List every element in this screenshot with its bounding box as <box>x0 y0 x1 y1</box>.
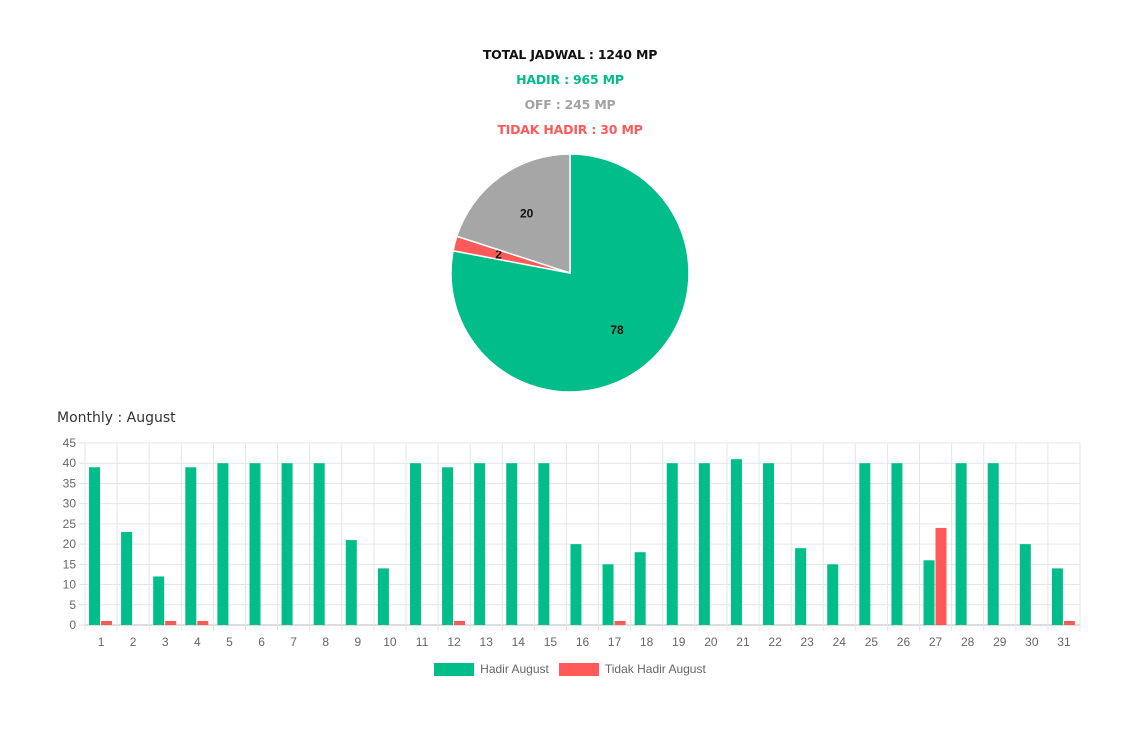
pie-label-78: 78 <box>610 323 624 337</box>
x-tick-label: 17 <box>608 635 622 649</box>
x-tick-label: 2 <box>130 635 137 649</box>
x-tick-label: 6 <box>258 635 265 649</box>
y-tick-label: 20 <box>63 537 77 551</box>
bar-hadir[interactable] <box>377 568 389 625</box>
bar-hadir[interactable] <box>538 463 550 625</box>
x-tick-label: 16 <box>576 635 590 649</box>
y-tick-label: 30 <box>63 497 77 511</box>
bar-hadir[interactable] <box>249 463 261 625</box>
bar-tidak-hadir[interactable] <box>614 620 626 625</box>
pie-label-20: 20 <box>520 206 534 220</box>
x-tick-label: 15 <box>544 635 558 649</box>
y-tick-label: 40 <box>63 456 77 470</box>
x-tick-label: 30 <box>1025 635 1039 649</box>
bar-hadir[interactable] <box>1051 568 1063 625</box>
monthly-title: Monthly : August <box>57 410 176 426</box>
x-tick-label: 1 <box>98 635 105 649</box>
bar-hadir[interactable] <box>666 463 678 625</box>
bar-hadir[interactable] <box>185 467 197 625</box>
bar-hadir[interactable] <box>313 463 325 625</box>
bar-hadir[interactable] <box>474 463 486 625</box>
x-tick-label: 9 <box>354 635 361 649</box>
legend-swatch-tidak-hadir <box>558 662 599 676</box>
x-tick-label: 12 <box>447 635 461 649</box>
x-tick-label: 18 <box>640 635 654 649</box>
bar-hadir[interactable] <box>763 463 775 625</box>
bar-hadir[interactable] <box>859 463 871 625</box>
x-tick-label: 8 <box>322 635 329 649</box>
legend-label-tidak-hadir: Tidak Hadir August <box>604 662 706 676</box>
x-tick-label: 29 <box>993 635 1007 649</box>
y-tick-label: 5 <box>69 598 76 612</box>
bar-tidak-hadir[interactable] <box>454 620 466 625</box>
bar-hadir[interactable] <box>570 544 582 625</box>
x-tick-label: 11 <box>416 635 429 649</box>
bar-hadir[interactable] <box>634 552 646 625</box>
pie-label-2: 2 <box>495 248 502 262</box>
bar-hadir[interactable] <box>955 463 967 625</box>
legend-item-tidak-hadir[interactable]: Tidak Hadir August <box>558 662 706 676</box>
bar-hadir[interactable] <box>121 531 133 625</box>
legend-item-hadir[interactable]: Hadir August <box>434 662 549 676</box>
bar-hadir[interactable] <box>153 576 165 625</box>
bar-hadir[interactable] <box>89 467 100 625</box>
bar-tidak-hadir[interactable] <box>935 527 947 625</box>
bar-hadir[interactable] <box>602 564 614 625</box>
bar-hadir[interactable] <box>281 463 293 625</box>
y-tick-label: 35 <box>63 476 77 490</box>
bar-hadir[interactable] <box>345 540 357 625</box>
bar-hadir[interactable] <box>442 467 454 625</box>
bar-tidak-hadir[interactable] <box>197 620 209 625</box>
tidak-hadir-label: TIDAK HADIR : 30 MP <box>497 122 643 137</box>
y-tick-label: 45 <box>63 436 77 450</box>
x-tick-label: 23 <box>800 635 814 649</box>
bar-hadir[interactable] <box>795 548 807 625</box>
off-label: OFF : 245 MP <box>524 97 616 112</box>
x-tick-label: 27 <box>929 635 943 649</box>
bar-tidak-hadir[interactable] <box>1063 620 1075 625</box>
bar-hadir[interactable] <box>409 463 421 625</box>
bar-hadir[interactable] <box>891 463 903 625</box>
total-jadwal-label: TOTAL JADWAL : 1240 MP <box>482 47 658 62</box>
x-tick-label: 20 <box>704 635 718 649</box>
bar-hadir[interactable] <box>698 463 710 625</box>
x-tick-label: 24 <box>833 635 847 649</box>
bar-hadir[interactable] <box>827 564 839 625</box>
bar-hadir[interactable] <box>506 463 518 625</box>
legend-label-hadir: Hadir August <box>480 662 549 676</box>
bar-legend: Hadir August Tidak Hadir August <box>0 662 1140 676</box>
x-tick-label: 13 <box>480 635 494 649</box>
bar-hadir[interactable] <box>730 459 742 625</box>
x-tick-label: 31 <box>1057 635 1071 649</box>
x-tick-label: 10 <box>383 635 397 649</box>
bar-hadir[interactable] <box>1019 544 1031 625</box>
y-tick-label: 25 <box>63 517 77 531</box>
x-tick-label: 19 <box>672 635 686 649</box>
y-tick-label: 0 <box>69 618 76 632</box>
x-tick-label: 22 <box>768 635 782 649</box>
bar-hadir[interactable] <box>217 463 229 625</box>
x-tick-label: 5 <box>226 635 233 649</box>
x-tick-label: 4 <box>194 635 201 649</box>
pie-slice-20[interactable] <box>455 153 571 275</box>
bar-tidak-hadir[interactable] <box>165 620 177 625</box>
hadir-label: HADIR : 965 MP <box>516 72 624 87</box>
bar-hadir[interactable] <box>923 560 935 625</box>
bar-hadir[interactable] <box>987 463 999 625</box>
attendance-pie-chart: 78 2 20 <box>450 153 690 393</box>
x-tick-label: 7 <box>290 635 297 649</box>
x-tick-label: 14 <box>512 635 526 649</box>
x-tick-label: 21 <box>736 635 750 649</box>
y-tick-label: 15 <box>63 557 77 571</box>
y-tick-label: 10 <box>63 578 77 592</box>
x-tick-label: 3 <box>162 635 169 649</box>
x-tick-label: 25 <box>865 635 879 649</box>
summary-panel: TOTAL JADWAL : 1240 MP HADIR : 965 MP OF… <box>0 42 1140 142</box>
x-tick-label: 26 <box>897 635 911 649</box>
legend-swatch-hadir <box>434 662 475 676</box>
bar-tidak-hadir[interactable] <box>101 620 112 625</box>
x-tick-label: 28 <box>961 635 975 649</box>
